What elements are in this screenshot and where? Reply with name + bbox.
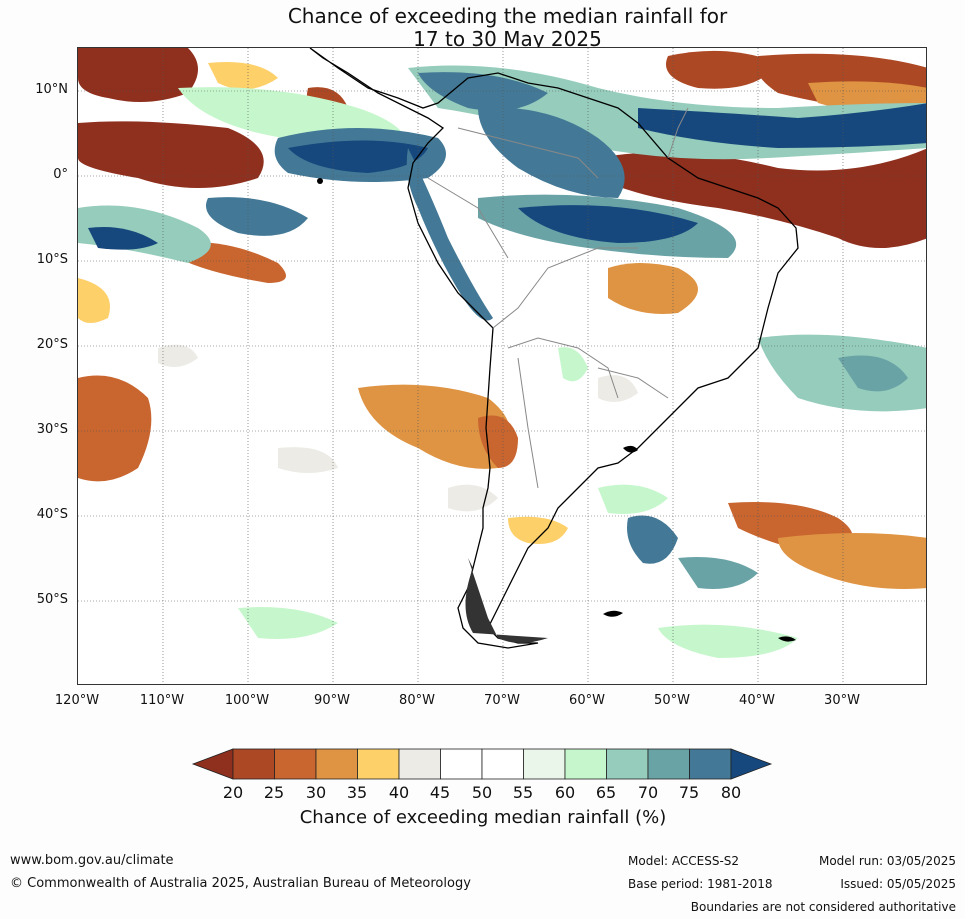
rainfall-probability-map [77,47,927,685]
colorbar [191,748,773,780]
map-graticule [78,48,926,684]
lon-label-80w: 80°W [399,693,435,708]
colorbar-segment [315,748,358,780]
website-link[interactable]: www.bom.gov.au/climate [10,853,174,868]
lon-label-50w: 50°W [654,693,690,708]
colorbar-segment [357,748,400,780]
colorbar-tick-65: 65 [595,783,617,802]
colorbar-segment [232,748,275,780]
colorbar-segment [481,748,524,780]
boundaries-disclaimer: Boundaries are not considered authoritat… [690,900,956,914]
colorbar-tick-55: 55 [512,783,534,802]
colorbar-label: Chance of exceeding median rainfall (%) [299,807,667,828]
lon-label-120w: 120°W [54,693,100,708]
colorbar-segment [689,748,732,780]
colorbar-segment [440,748,483,780]
lon-label-60w: 60°W [569,693,605,708]
colorbar-tick-40: 40 [388,783,410,802]
lon-label-90w: 90°W [314,693,350,708]
colorbar-tick-25: 25 [263,783,285,802]
wet-anomaly-regions [78,65,926,658]
colorbar-extend-high [730,748,773,780]
lon-label-110w: 110°W [139,693,185,708]
colorbar-segment [523,748,566,780]
south-america-coastline [309,48,799,649]
colorbar-tick-75: 75 [678,783,700,802]
colorbar-segment [647,748,690,780]
lat-label-40s: 40°S [36,507,68,522]
base-period: Base period: 1981-2018 [628,877,773,891]
lat-label-50s: 50°S [36,592,68,607]
lon-label-40w: 40°W [739,693,775,708]
colorbar-segment [564,748,607,780]
lon-label-30w: 30°W [824,693,860,708]
colorbar-tick-50: 50 [471,783,493,802]
colorbar-tick-60: 60 [554,783,576,802]
neutral-regions [158,344,638,512]
model-name: Model: ACCESS-S2 [628,854,740,868]
colorbar-segment [398,748,441,780]
colorbar-segment [274,748,317,780]
colorbar-extend-low [191,748,234,780]
map-title-line-1: Chance of exceeding the median rainfall … [287,4,728,28]
lon-label-70w: 70°W [484,693,520,708]
lat-label-10n: 10°N [35,82,68,97]
colorbar-tick-80: 80 [720,783,742,802]
colorbar-tick-45: 45 [429,783,451,802]
colorbar-tick-70: 70 [637,783,659,802]
colorbar-tick-30: 30 [305,783,327,802]
copyright-text: © Commonwealth of Australia 2025, Austra… [10,876,471,891]
colorbar-tick-20: 20 [222,783,244,802]
islands [317,178,796,643]
colorbar-tick-35: 35 [346,783,368,802]
map-canvas [78,48,926,684]
dry-anomaly-regions [78,48,926,589]
model-run-date: Model run: 03/05/2025 [818,854,956,868]
lat-label-20s: 20°S [36,337,68,352]
lon-label-100w: 100°W [224,693,270,708]
country-borders [427,107,689,489]
lat-label-0: 0° [53,167,68,182]
colorbar-segment [606,748,649,780]
lat-label-10s: 10°S [36,252,68,267]
issued-date: Issued: 05/05/2025 [840,877,956,891]
lat-label-30s: 30°S [36,422,68,437]
